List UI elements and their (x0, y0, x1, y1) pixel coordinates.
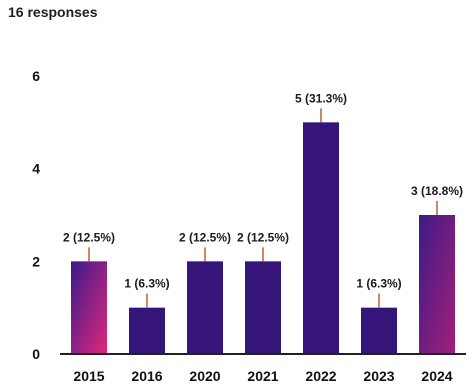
bar-2021 (245, 261, 281, 354)
x-tick-label-2016: 2016 (131, 368, 162, 384)
x-tick-label-2021: 2021 (247, 368, 278, 384)
bar-2022 (303, 122, 339, 354)
data-label-2015: 2 (12.5%) (63, 230, 115, 244)
bar-2023 (361, 308, 397, 354)
data-label-2020: 2 (12.5%) (179, 230, 231, 244)
bar-2016 (129, 308, 165, 354)
bar-2024 (419, 215, 455, 354)
bar-2015 (71, 261, 107, 354)
data-label-2024: 3 (18.8%) (411, 184, 463, 198)
x-tick-label-2015: 2015 (73, 368, 104, 384)
x-tick-label-2024: 2024 (421, 368, 452, 384)
y-tick-label: 6 (32, 68, 40, 84)
x-tick-label-2022: 2022 (305, 368, 336, 384)
x-tick-label-2023: 2023 (363, 368, 394, 384)
y-tick-label: 0 (32, 346, 40, 362)
data-label-2023: 1 (6.3%) (356, 277, 401, 291)
data-label-2016: 1 (6.3%) (124, 277, 169, 291)
data-label-2021: 2 (12.5%) (237, 230, 289, 244)
x-tick-label-2020: 2020 (189, 368, 220, 384)
y-tick-label: 2 (32, 253, 40, 269)
bar-2020 (187, 261, 223, 354)
y-tick-label: 4 (32, 161, 40, 177)
data-label-2022: 5 (31.3%) (295, 91, 347, 105)
